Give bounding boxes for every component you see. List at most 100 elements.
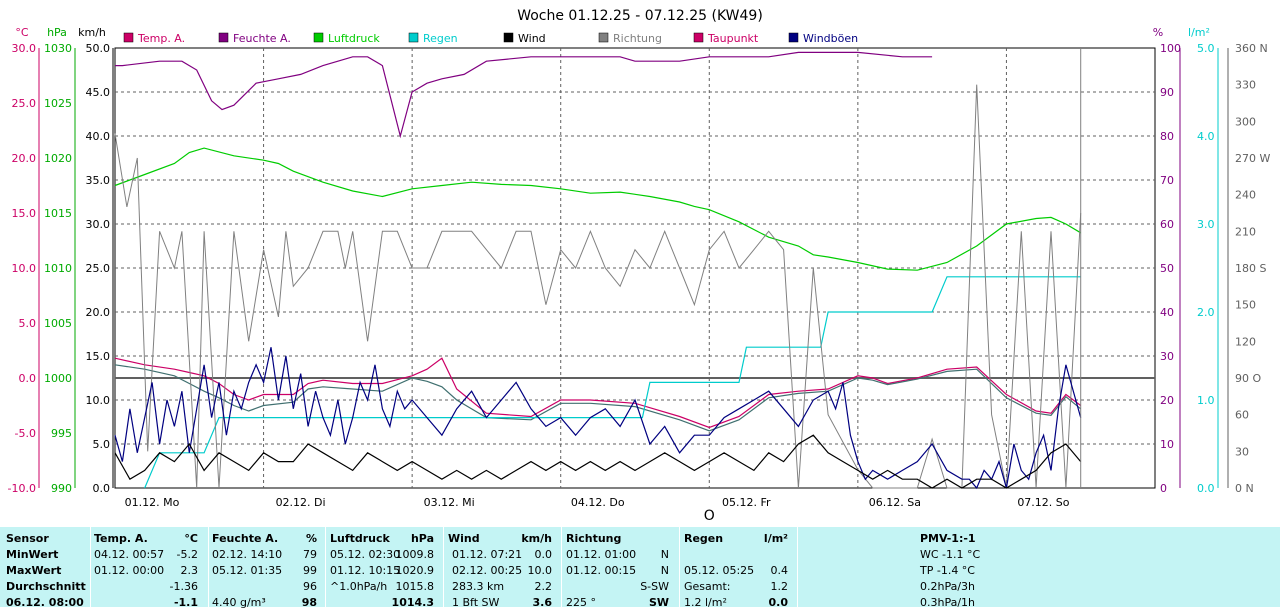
hum-value: 96	[303, 580, 317, 593]
wind-value: 10.0	[527, 564, 553, 577]
y-tick-label-hum: 20	[1160, 394, 1174, 407]
legend-label: Windböen	[803, 32, 858, 45]
legend-label: Luftdruck	[328, 32, 380, 45]
press-value: 1020.9	[395, 564, 435, 577]
legend-label: Richtung	[613, 32, 662, 45]
table-divider	[797, 527, 798, 607]
x-tick-label: 05.12. Fr	[722, 496, 771, 509]
y-tick-label-wind: 45.0	[86, 86, 111, 99]
legend-swatch	[123, 32, 134, 43]
series-line-luftdruck	[114, 147, 1082, 271]
rain-time: 05.12. 05:25	[684, 564, 755, 577]
legend-swatch	[408, 32, 419, 43]
wind-time: 01.12. 07:21	[452, 548, 523, 561]
dir-value: SW	[648, 596, 669, 609]
header-hum-unit: %	[305, 532, 317, 545]
temp-time: 01.12. 00:00	[94, 564, 165, 577]
y-tick-label-dir: 180 S	[1235, 262, 1266, 275]
header-temp-unit: °C	[184, 532, 198, 545]
y-tick-label-press: 990	[51, 482, 72, 495]
temp-time: 04.12. 00:57	[94, 548, 165, 561]
y-tick-label-hum: 90	[1160, 86, 1174, 99]
y-tick-label-dir: 0 N	[1235, 482, 1254, 495]
wind-value: 3.6	[532, 596, 553, 609]
y-tick-label-temp: 10.0	[12, 262, 37, 275]
wind-time: 02.12. 00:25	[452, 564, 523, 577]
row-label: MinWert	[6, 548, 59, 561]
legend-swatch	[313, 32, 324, 43]
temp-value: -5.2	[176, 548, 198, 561]
y-tick-label-wind: 30.0	[86, 218, 111, 231]
hum-value: 99	[303, 564, 317, 577]
y-tick-label-wind: 25.0	[86, 262, 111, 275]
axis-unit-labels: °C hPa km/h% l/m²	[15, 26, 1210, 39]
y-tick-label-rain: 1.0	[1197, 394, 1215, 407]
press-unit-label: hPa	[47, 26, 67, 39]
y-tick-label-press: 1005	[44, 317, 72, 330]
wind-time: 1 Bft SW	[452, 596, 500, 609]
chart-legend: Temp. A. Feuchte A. Luftdruck Regen Wind Rich…	[123, 32, 858, 45]
legend-label: Feuchte A.	[233, 32, 291, 45]
series-line-feuchte-a	[115, 51, 933, 139]
y-tick-label-wind: 5.0	[93, 438, 111, 451]
y-tick-label-dir: 30	[1235, 445, 1249, 458]
y-tick-label-dir: 300	[1235, 115, 1256, 128]
hum-value: 79	[303, 548, 317, 561]
y-tick-label-wind: 20.0	[86, 306, 111, 319]
temp-value: -1.36	[169, 580, 198, 593]
rain-time: 1.2 l/m²	[684, 596, 727, 609]
y-tick-label-temp: -10.0	[8, 482, 36, 495]
hum-time: 02.12. 14:10	[212, 548, 283, 561]
y-tick-label-press: 1020	[44, 152, 72, 165]
y-tick-label-rain: 4.0	[1197, 130, 1215, 143]
chart-title: Woche 01.12.25 - 07.12.25 (KW49)	[517, 8, 763, 24]
press-value: 1009.8	[395, 548, 435, 561]
header-hum: Feuchte A.	[212, 532, 279, 545]
pmv-value: 0.2hPa/3h	[920, 580, 976, 593]
y-tick-label-temp: 0.0	[19, 372, 37, 385]
dir-time: 01.12. 00:15	[566, 564, 637, 577]
y-tick-label-press: 1000	[44, 372, 72, 385]
hum-unit-label: %	[1153, 26, 1163, 39]
x-tick-label: 03.12. Mi	[424, 496, 475, 509]
y-tick-label-temp: 30.0	[12, 42, 37, 55]
y-tick-label-press: 1025	[44, 97, 72, 110]
dir-time: 225 °	[566, 596, 596, 609]
table-divider	[561, 527, 562, 607]
header-press: Luftdruck	[330, 532, 390, 545]
legend-label: Regen	[423, 32, 458, 45]
legend-swatch	[693, 32, 704, 43]
y-tick-label-hum: 50	[1160, 262, 1174, 275]
row-label: Durchschnitt	[6, 580, 86, 593]
rain-value: 0.0	[768, 596, 789, 609]
pmv-value: TP -1.4 °C	[920, 564, 975, 577]
table-divider	[443, 527, 444, 607]
legend-swatch	[598, 32, 609, 43]
y-tick-label-temp: 5.0	[19, 317, 37, 330]
dir-time: 01.12. 01:00	[566, 548, 637, 561]
header-temp: Temp. A.	[94, 532, 148, 545]
hum-time: 05.12. 01:35	[212, 564, 283, 577]
x-tick-label: 06.12. Sa	[869, 496, 921, 509]
temp-value: -1.1	[173, 596, 198, 609]
y-tick-label-temp: 25.0	[12, 97, 37, 110]
series-line-wind	[114, 434, 1082, 489]
row-label: 06.12. 08:00	[6, 596, 84, 609]
wind-time: 283.3 km	[452, 580, 505, 593]
y-tick-label-temp: -5.0	[15, 427, 36, 440]
data-series	[114, 48, 1082, 490]
y-tick-label-hum: 10	[1160, 438, 1174, 451]
grid-lines	[115, 48, 1155, 488]
y-tick-label-rain: 2.0	[1197, 306, 1215, 319]
row-label: MaxWert	[6, 564, 62, 577]
table-divider	[208, 527, 209, 607]
rain-value: 1.2	[770, 580, 789, 593]
press-time: 01.12. 10:15	[330, 564, 401, 577]
y-tick-label-hum: 70	[1160, 174, 1174, 187]
pmv-value: WC -1.1 °C	[920, 548, 981, 561]
series-line-temp-a	[114, 357, 1082, 429]
pmv-value: 0.3hPa/1h	[920, 596, 976, 609]
x-tick-label: 04.12. Do	[571, 496, 625, 509]
press-time: 05.12. 02:30	[330, 548, 401, 561]
temp-unit-label: °C	[15, 26, 29, 39]
